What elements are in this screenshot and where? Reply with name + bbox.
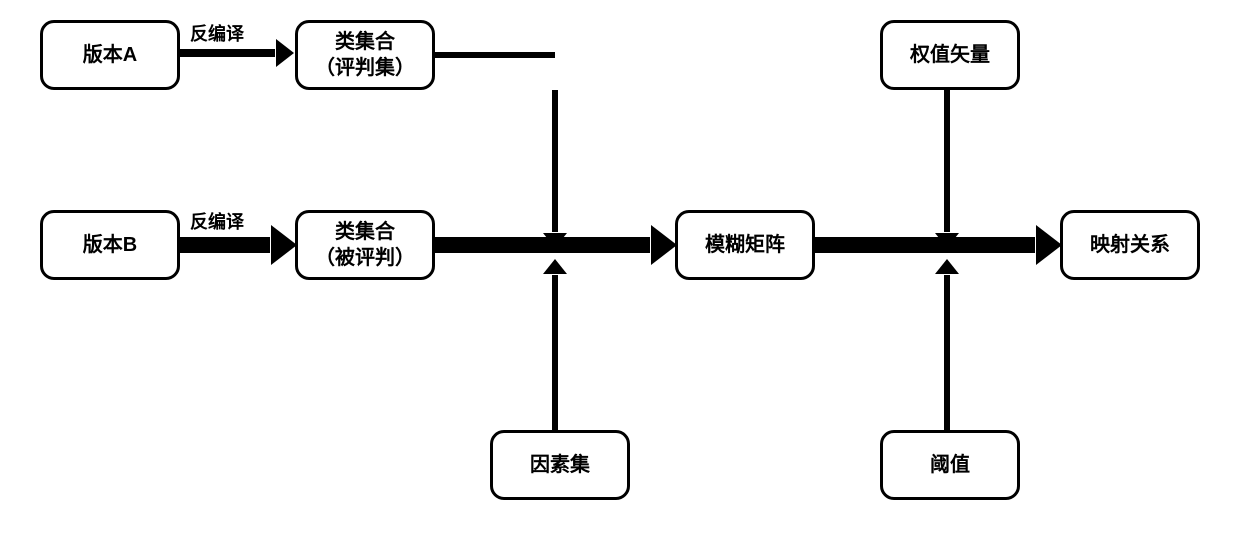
- node-fuzzy-matrix: 模糊矩阵: [675, 210, 815, 280]
- edge-fm-to-map: [815, 237, 1035, 253]
- node-factor-set: 因素集: [490, 430, 630, 500]
- node-weight-vec: 权值矢量: [880, 20, 1020, 90]
- edge-thresh-up: [944, 275, 950, 430]
- edge-clsA-h-seg: [435, 52, 555, 58]
- node-mapping: 映射关系: [1060, 210, 1200, 280]
- edge-label-b: 反编译: [190, 208, 244, 234]
- edge-label-a: 反编译: [190, 20, 244, 46]
- edge-a-to-cls: [180, 49, 275, 57]
- edge-factor-up: [552, 275, 558, 430]
- node-class-set-a: 类集合（评判集）: [295, 20, 435, 90]
- edge-clsA-down: [552, 90, 558, 232]
- node-version-a: 版本A: [40, 20, 180, 90]
- node-version-b: 版本B: [40, 210, 180, 280]
- edge-weight-dn: [944, 90, 950, 232]
- node-class-set-b: 类集合（被评判）: [295, 210, 435, 280]
- node-threshold: 阈值: [880, 430, 1020, 500]
- edge-b-to-cls: [180, 237, 270, 253]
